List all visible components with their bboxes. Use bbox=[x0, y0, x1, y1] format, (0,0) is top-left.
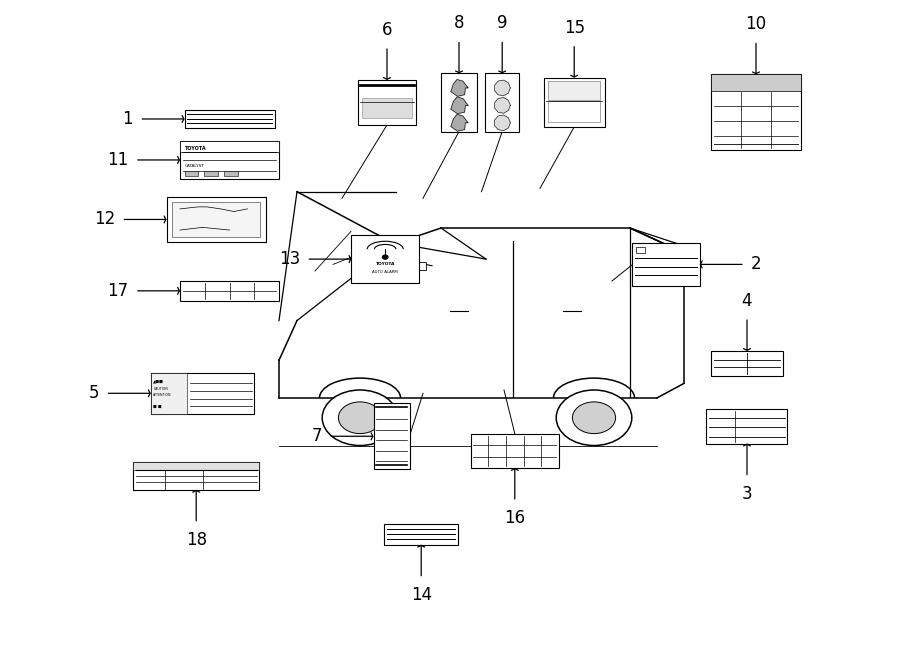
Text: 13: 13 bbox=[279, 250, 301, 268]
Bar bbox=[706, 409, 788, 444]
Text: 12: 12 bbox=[94, 210, 115, 229]
Bar bbox=[485, 73, 519, 132]
Text: 15: 15 bbox=[563, 19, 585, 37]
Text: TOYOTA: TOYOTA bbox=[184, 146, 206, 151]
Bar bbox=[151, 373, 187, 414]
Text: 2: 2 bbox=[752, 255, 761, 274]
Text: 4: 4 bbox=[742, 292, 752, 310]
Bar bbox=[548, 81, 600, 100]
Bar bbox=[544, 78, 605, 127]
Bar bbox=[471, 434, 559, 468]
Text: CAUTION: CAUTION bbox=[153, 387, 168, 391]
Text: CATALYST: CATALYST bbox=[184, 164, 204, 168]
Bar bbox=[357, 80, 416, 125]
Circle shape bbox=[572, 402, 616, 434]
Bar bbox=[224, 171, 238, 176]
Polygon shape bbox=[495, 80, 510, 96]
Text: 1: 1 bbox=[122, 110, 133, 128]
Bar bbox=[184, 110, 274, 128]
Bar bbox=[180, 141, 279, 179]
Bar bbox=[351, 235, 418, 283]
Text: 8: 8 bbox=[454, 15, 464, 32]
Text: 6: 6 bbox=[382, 21, 392, 39]
Text: TOYOTA: TOYOTA bbox=[375, 262, 395, 266]
Bar bbox=[635, 247, 644, 253]
Circle shape bbox=[322, 390, 398, 446]
Polygon shape bbox=[495, 98, 510, 113]
Bar bbox=[172, 202, 260, 237]
Bar bbox=[384, 524, 458, 545]
Bar bbox=[548, 101, 600, 122]
Text: 16: 16 bbox=[504, 509, 526, 527]
Text: 11: 11 bbox=[107, 151, 129, 169]
Text: 18: 18 bbox=[185, 531, 207, 549]
Circle shape bbox=[338, 402, 382, 434]
Bar bbox=[441, 73, 477, 132]
Bar bbox=[184, 171, 198, 176]
Bar bbox=[711, 74, 801, 150]
Bar bbox=[711, 351, 783, 376]
Text: 10: 10 bbox=[745, 15, 767, 33]
Text: 3: 3 bbox=[742, 485, 752, 502]
Text: 7: 7 bbox=[311, 427, 322, 446]
Bar bbox=[362, 98, 412, 118]
Bar bbox=[711, 75, 801, 91]
Text: ■ ■: ■ ■ bbox=[153, 405, 162, 409]
Text: 9: 9 bbox=[497, 15, 508, 32]
Text: 14: 14 bbox=[410, 586, 432, 603]
Bar bbox=[180, 281, 279, 301]
Bar bbox=[632, 243, 700, 286]
Bar bbox=[204, 171, 218, 176]
Bar bbox=[410, 262, 426, 270]
Text: 17: 17 bbox=[108, 282, 129, 300]
Polygon shape bbox=[451, 114, 468, 131]
Circle shape bbox=[382, 255, 388, 259]
Circle shape bbox=[556, 390, 632, 446]
Polygon shape bbox=[451, 79, 468, 97]
Text: ATTENTION: ATTENTION bbox=[153, 393, 172, 397]
Text: ▲■■: ▲■■ bbox=[153, 379, 165, 383]
Bar bbox=[374, 403, 410, 469]
Text: AUTO ALARM: AUTO ALARM bbox=[373, 270, 398, 274]
Bar bbox=[166, 197, 266, 242]
Text: 5: 5 bbox=[89, 384, 99, 403]
Bar bbox=[133, 462, 259, 470]
Bar bbox=[151, 373, 254, 414]
Polygon shape bbox=[451, 97, 468, 114]
Bar bbox=[133, 462, 259, 490]
Polygon shape bbox=[495, 115, 510, 131]
Bar bbox=[180, 141, 279, 151]
